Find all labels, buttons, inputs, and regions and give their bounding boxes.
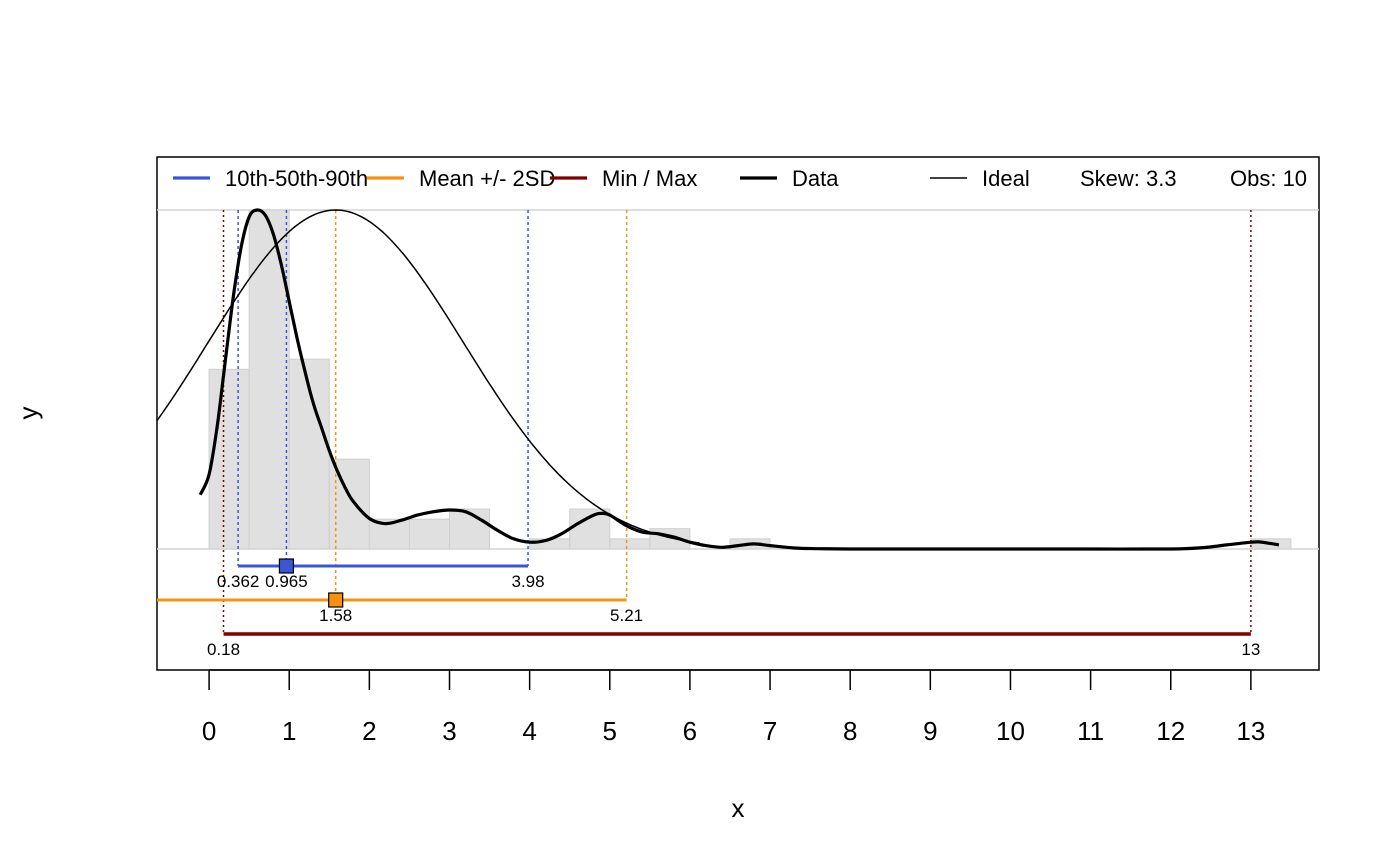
mean-label: 1.58	[319, 606, 352, 625]
x-tick-label: 3	[442, 716, 456, 746]
histogram-bar	[408, 518, 451, 550]
reference-lines	[222, 210, 1252, 634]
p50-label: 0.965	[265, 572, 308, 591]
p90-label: 3.98	[511, 572, 544, 591]
legend-label: Ideal	[982, 166, 1030, 191]
data-density-curve	[198, 208, 1280, 551]
x-tick-label: 2	[362, 716, 376, 746]
x-tick-label: 10	[996, 716, 1025, 746]
histogram-bar	[248, 209, 290, 550]
histogram-bar	[609, 538, 651, 550]
legend-label: 10th-50th-90th	[225, 166, 368, 191]
density-curves	[156, 208, 1280, 551]
x-axis: 0 1 2 3 4 5 6 7 8 9 10 11 12 13	[202, 669, 1265, 746]
x-tick-label: 7	[763, 716, 777, 746]
mean-plus-2sd-label: 5.21	[610, 606, 643, 625]
x-tick-label: 9	[923, 716, 937, 746]
histogram-bar	[449, 508, 491, 550]
min-label: 0.18	[207, 640, 240, 659]
y-axis-title: y	[13, 407, 43, 420]
histogram	[208, 209, 1292, 550]
skew-text: Skew: 3.3	[1080, 166, 1177, 191]
histogram-bar	[208, 368, 250, 550]
x-tick-label: 5	[603, 716, 617, 746]
x-axis-title: x	[732, 793, 745, 823]
range-bars: 0.362 0.965 3.98 1.58 5.21 0.18 13	[157, 558, 1260, 659]
x-tick-label: 0	[202, 716, 216, 746]
x-tick-label: 6	[683, 716, 697, 746]
median-marker	[278, 558, 295, 574]
x-tick-label: 12	[1156, 716, 1185, 746]
max-label: 13	[1241, 640, 1260, 659]
x-tick-label: 8	[843, 716, 857, 746]
x-tick-label: 1	[282, 716, 296, 746]
p10-label: 0.362	[217, 572, 260, 591]
x-tick-label: 11	[1077, 716, 1104, 746]
mean-marker	[328, 592, 344, 608]
x-tick-label: 4	[522, 716, 536, 746]
legend-label: Min / Max	[602, 166, 697, 191]
legend-label: Mean +/- 2SD	[419, 166, 555, 191]
x-tick-label: 13	[1236, 716, 1265, 746]
legend: 10th-50th-90th Mean +/- 2SD Min / Max Data I…	[173, 166, 1307, 191]
legend-label: Data	[792, 166, 839, 191]
obs-text: Obs: 10	[1230, 166, 1307, 191]
